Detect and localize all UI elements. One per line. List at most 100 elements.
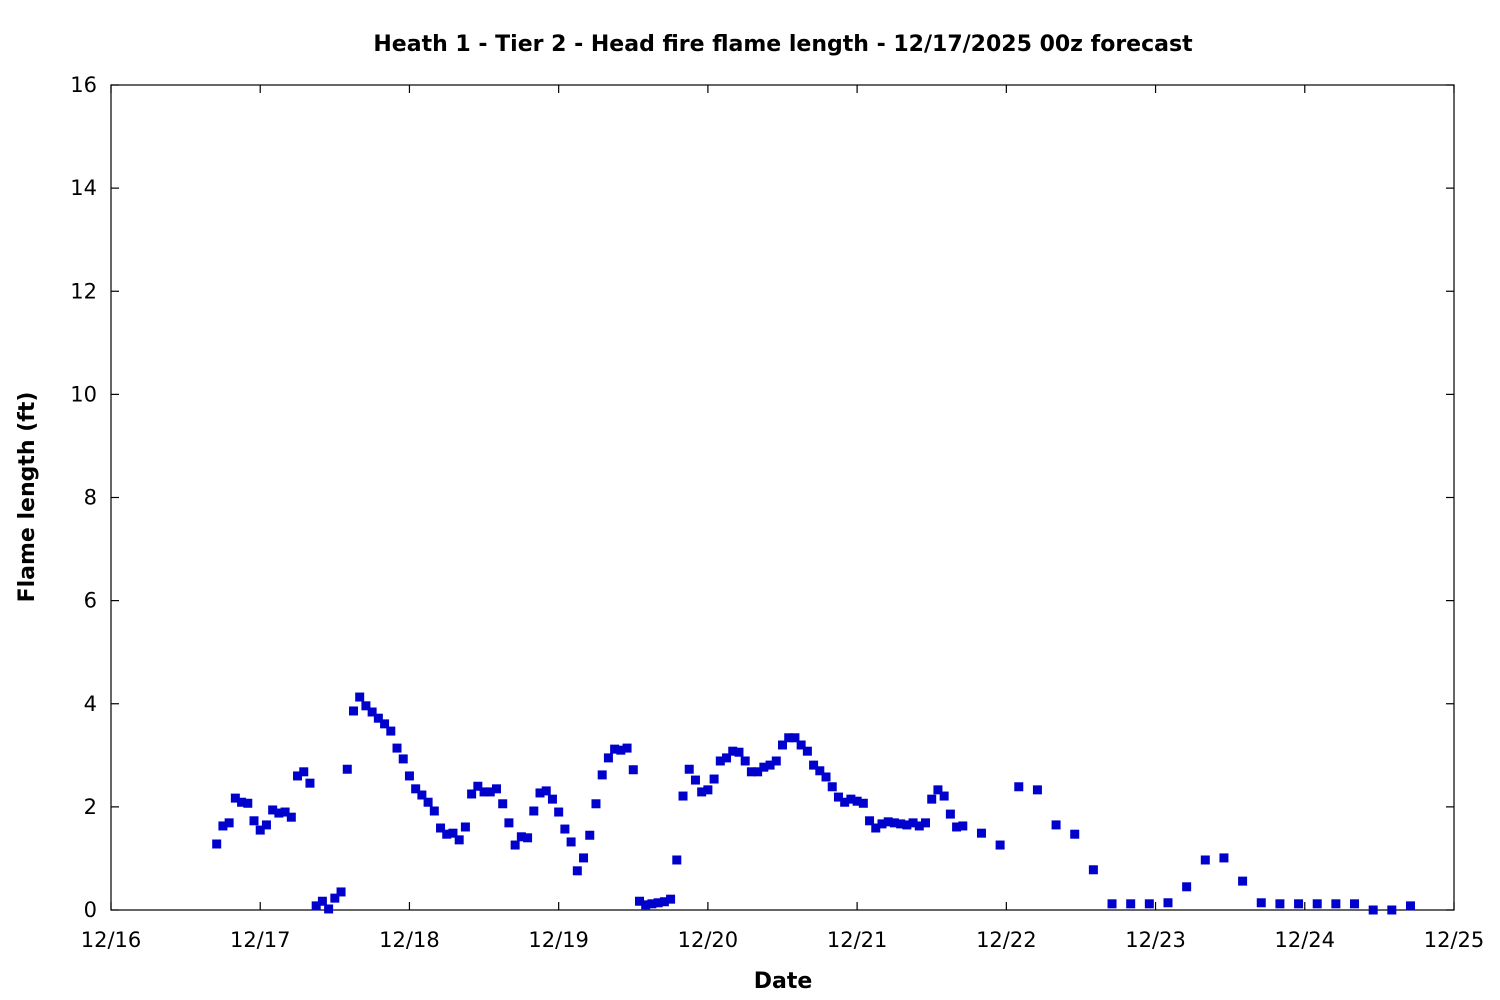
data-point [1331,899,1341,909]
data-point [224,818,234,828]
x-tick-label: 12/18 [379,928,440,952]
data-point [579,853,589,863]
data-point [504,818,514,828]
data-point [1275,899,1285,909]
data-point [498,799,508,809]
data-point [274,808,284,818]
x-tick-label: 12/20 [678,928,739,952]
data-point [485,787,495,797]
data-point [883,817,893,827]
data-point [429,806,439,816]
data-point [280,807,290,817]
data-point [678,791,688,801]
data-point [572,866,582,876]
data-point [442,829,452,839]
data-point [491,784,501,794]
data-point [1088,865,1098,875]
y-tick-label: 4 [84,692,97,716]
y-tick-label: 14 [70,176,97,200]
data-point [1200,855,1210,865]
data-point [423,797,433,807]
data-point [386,726,396,736]
data-point [529,806,539,816]
data-point [1163,898,1173,908]
data-point [1405,901,1415,911]
data-point [261,820,271,830]
x-tick-label: 12/25 [1424,928,1485,952]
data-point [355,692,365,702]
data-point [392,743,402,753]
data-point [666,894,676,904]
data-points [212,692,1415,915]
data-point [976,828,986,838]
data-point [610,744,620,754]
data-point [927,794,937,804]
y-tick-label: 0 [84,898,97,922]
data-point [697,787,707,797]
data-point [827,782,837,792]
data-point [460,822,470,832]
data-point [348,706,358,716]
data-point [585,830,595,840]
x-tick-label: 12/19 [528,928,589,952]
data-point [672,855,682,865]
data-point [417,790,427,800]
data-point [703,785,713,795]
data-point [846,794,856,804]
data-point [995,840,1005,850]
data-point [398,754,408,764]
data-point [305,778,315,788]
data-point [554,807,564,817]
data-point [237,797,247,807]
data-point [889,818,899,828]
data-point [597,770,607,780]
data-point [1387,905,1397,915]
data-point [796,740,806,750]
data-point [709,774,719,784]
data-point [740,756,750,766]
data-point [647,899,657,909]
data-point [759,762,769,772]
x-tick-label: 12/23 [1125,928,1186,952]
data-point [1312,899,1322,909]
data-point [715,756,725,766]
data-point [952,822,962,832]
data-point [659,897,669,907]
data-point [510,840,520,850]
data-point [448,828,458,838]
data-point [411,784,421,794]
data-point [467,789,477,799]
data-point [1350,899,1360,909]
data-point [404,771,414,781]
data-point [821,772,831,782]
data-point [361,701,371,711]
data-point [286,812,296,822]
data-point [317,896,327,906]
data-point [722,753,732,763]
data-point [790,733,800,743]
data-point [591,799,601,809]
data-point [212,839,222,849]
y-axis-title: Flame length (ft) [15,392,40,603]
data-point [473,781,483,791]
data-point [858,798,868,808]
y-tick-label: 16 [70,73,97,97]
data-point [616,745,626,755]
data-point [1219,853,1229,863]
data-point [734,747,744,757]
data-point [690,775,700,785]
data-point [921,818,931,828]
data-point [541,786,551,796]
data-point [1051,820,1061,830]
data-point [815,766,825,776]
data-point [896,819,906,829]
data-point [293,771,303,781]
data-point [566,837,576,847]
data-point [753,767,763,777]
data-point [1144,899,1154,909]
data-point [634,896,644,906]
data-point [299,767,309,777]
data-point [908,818,918,828]
data-point [1032,785,1042,795]
data-point [653,898,663,908]
